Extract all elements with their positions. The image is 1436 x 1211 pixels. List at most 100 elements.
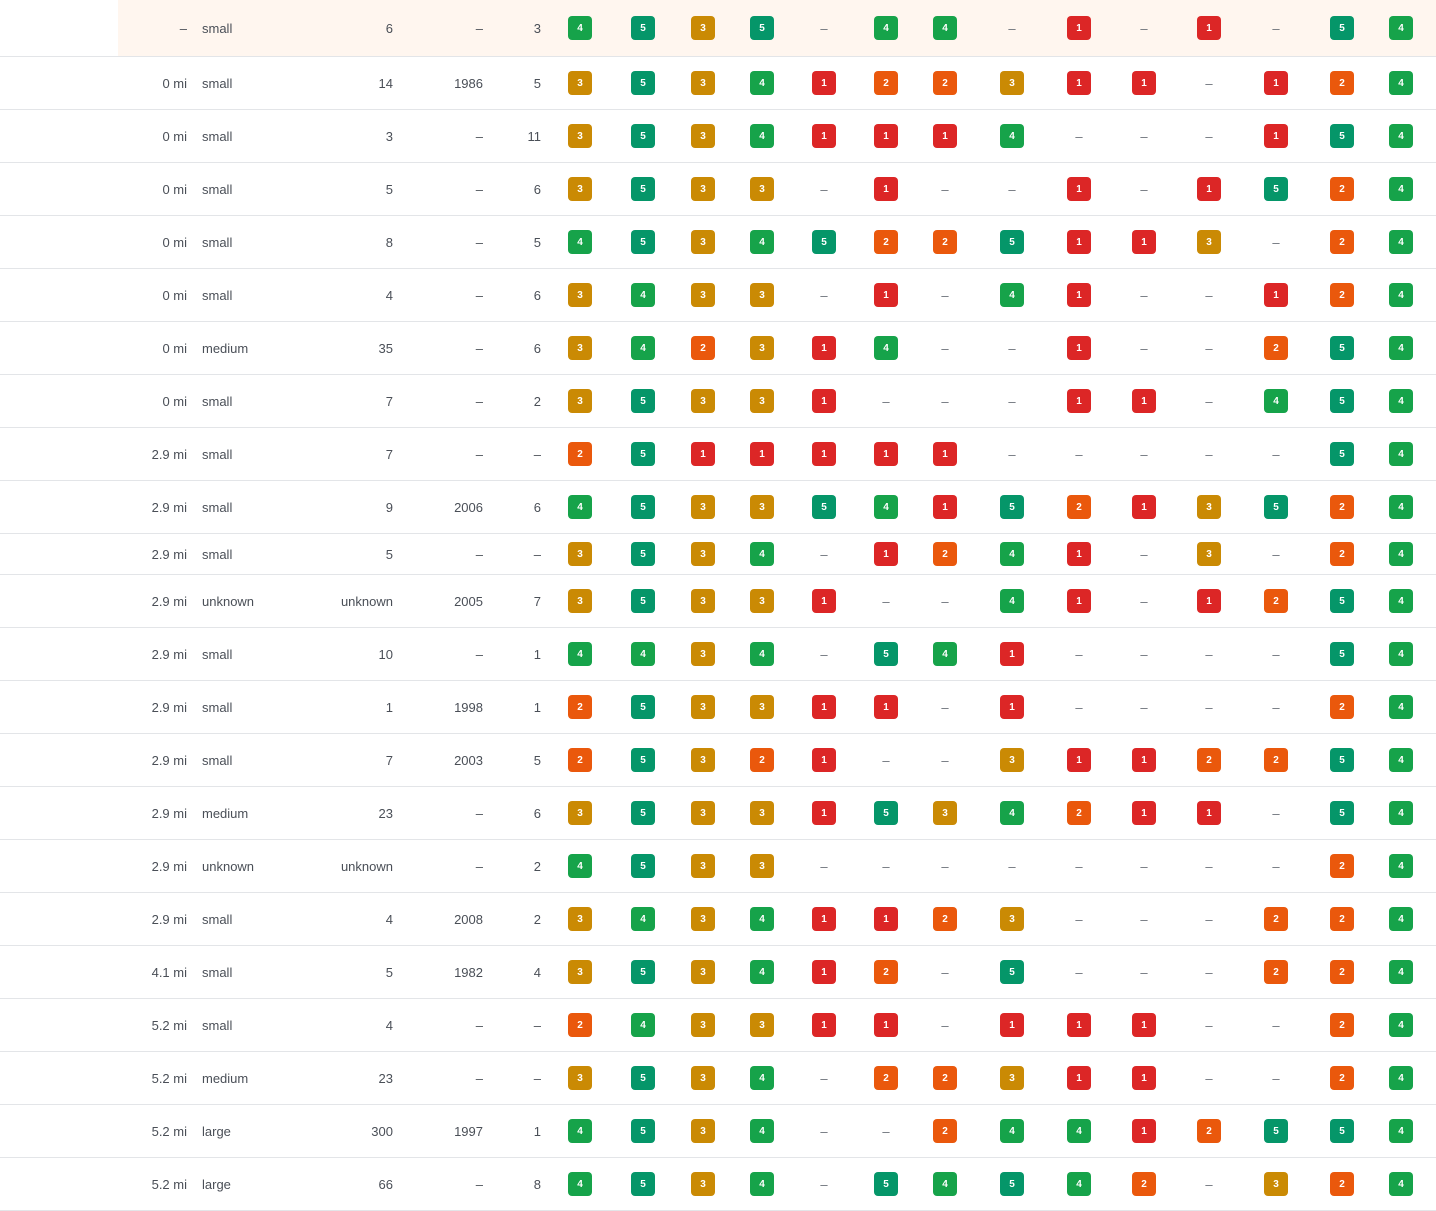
score-badge: 1 — [874, 177, 898, 201]
year-founded-cell: – — [475, 287, 483, 303]
empty-score: – — [1205, 75, 1213, 91]
score-cell: 2 — [564, 999, 596, 1051]
table-row[interactable]: 5.2 mi large 300 1997 1 4 5 3 4 – – 2 4 4 1 2 5 5 4 — [0, 1105, 1436, 1158]
score-badge: 1 — [1067, 336, 1091, 360]
score-cell: 2 — [1063, 787, 1095, 839]
score-cell: 3 — [746, 163, 778, 215]
score-cell: – — [929, 681, 961, 733]
size-cell: small — [202, 546, 233, 562]
distance-cell: 2.9 mi — [151, 499, 187, 515]
employee-count-cell: 14 — [378, 75, 393, 91]
distance-cell: 2.9 mi — [151, 858, 187, 874]
score-cell: 2 — [1326, 534, 1358, 574]
table-row[interactable]: 4.1 mi small 5 1982 4 3 5 3 4 1 2 – 5 – – – 2 2 4 — [0, 946, 1436, 999]
score-badge: 5 — [1330, 1119, 1354, 1143]
count-cell: 11 — [527, 128, 542, 144]
score-cell: 2 — [1260, 734, 1292, 786]
table-row[interactable]: 0 mi small 4 – 6 3 4 3 3 – 1 – 4 1 – – 1 2 4 — [0, 269, 1436, 322]
table-row[interactable]: 2.9 mi unknown unknown 2005 7 3 5 3 3 1 – – 4 1 – 1 2 5 4 — [0, 575, 1436, 628]
score-cell: 1 — [996, 628, 1028, 680]
table-row[interactable]: 2.9 mi unknown unknown – 2 4 5 3 3 – – – – – – – – 2 4 — [0, 840, 1436, 893]
table-row[interactable]: 2.9 mi small 10 – 1 4 4 3 4 – 5 4 1 – – – – 5 4 — [0, 628, 1436, 681]
score-cell: 4 — [746, 1105, 778, 1157]
score-badge: 4 — [1389, 495, 1413, 519]
employee-count-cell: 23 — [378, 1070, 393, 1086]
table-row[interactable]: 0 mi small 8 – 5 4 5 3 4 5 2 2 5 1 1 3 – 2 4 — [0, 216, 1436, 269]
count-cell: – — [533, 1017, 541, 1033]
score-badge: 3 — [750, 801, 774, 825]
score-cell: 4 — [564, 1158, 596, 1210]
score-badge: 1 — [1132, 1013, 1156, 1037]
table-row[interactable]: 0 mi small 14 1986 5 3 5 3 4 1 2 2 3 1 1 – 1 2 4 — [0, 57, 1436, 110]
table-row-selected[interactable]: – small 6–3 4 5 3 5–4 4–1–1–5 4 — [0, 0, 1436, 57]
score-cell: – — [1193, 1052, 1225, 1104]
score-badge: 5 — [631, 1066, 655, 1090]
score-cell: 3 — [687, 216, 719, 268]
score-cell: 2 — [870, 946, 902, 998]
score-cell: 5 — [627, 534, 659, 574]
score-badge: 5 — [750, 16, 774, 40]
table-row[interactable]: 2.9 mi small 7 2003 5 2 5 3 2 1 – – 3 1 1 2 2 5 4 — [0, 734, 1436, 787]
score-cell: 4 — [929, 0, 961, 56]
score-badge: 3 — [750, 695, 774, 719]
score-cell: – — [808, 1158, 840, 1210]
score-cell: – — [929, 322, 961, 374]
score-badge: 1 — [812, 748, 836, 772]
empty-score: – — [1075, 858, 1083, 874]
table-row[interactable]: 2.9 mi small 1 1998 1 2 5 3 3 1 1 – 1 – – – – 2 4 — [0, 681, 1436, 734]
score-cell: 2 — [929, 534, 961, 574]
table-row[interactable]: 2.9 mi small 5 – – 3 5 3 4 – 1 2 4 1 – 3 – 2 4 — [0, 534, 1436, 575]
score-cell: – — [870, 840, 902, 892]
empty-score: – — [1008, 20, 1016, 36]
score-cell: 1 — [870, 534, 902, 574]
score-badge: 4 — [568, 1172, 592, 1196]
score-badge: 4 — [1389, 801, 1413, 825]
score-cell: – — [870, 375, 902, 427]
table-row[interactable]: 5.2 mi medium 23– –3 5 3 4–2 2 3 1 1– –2 4 — [0, 1052, 1436, 1105]
year-founded-cell: – — [475, 446, 483, 462]
score-badge: 4 — [1389, 1066, 1413, 1090]
score-cell: 1 — [808, 428, 840, 480]
table-row[interactable]: 2.9 mi small 7 – – 2 5 1 1 1 1 1 – – – – – 5 4 — [0, 428, 1436, 481]
table-row[interactable]: 5.2 mi large 66 – 8 4 5 3 4 – 5 4 5 4 2 – 3 2 4 — [0, 1158, 1436, 1211]
empty-score: – — [941, 181, 949, 197]
empty-score: – — [941, 964, 949, 980]
distance-cell: – — [179, 20, 187, 36]
score-cell: 5 — [1326, 428, 1358, 480]
score-cell: – — [808, 163, 840, 215]
score-badge: 5 — [874, 1172, 898, 1196]
score-cell: 3 — [687, 893, 719, 945]
score-cell: 3 — [687, 734, 719, 786]
score-badge: 2 — [933, 542, 957, 566]
table-row[interactable]: 0 mi small 7 – 2 3 5 3 3 1 – – – 1 1 – 4 5 4 — [0, 375, 1436, 428]
score-cell: 2 — [1260, 893, 1292, 945]
score-cell: 1 — [1063, 534, 1095, 574]
table-row[interactable]: 0 mi medium 35 – 6 3 4 2 3 1 4 – – 1 – – 2 5 4 — [0, 322, 1436, 375]
score-badge: 4 — [750, 907, 774, 931]
empty-score: – — [1075, 128, 1083, 144]
table-row[interactable]: 5.2 mi small 4 – – 2 4 3 3 1 1 – 1 1 1 – – 2 4 — [0, 999, 1436, 1052]
table-row[interactable]: 2.9 mi small 4 2008 2 3 4 3 4 1 1 2 3 – – – 2 2 4 — [0, 893, 1436, 946]
score-badge: 4 — [1000, 542, 1024, 566]
score-cell: 1 — [1063, 999, 1095, 1051]
empty-score: – — [941, 287, 949, 303]
score-cell: 1 — [808, 575, 840, 627]
score-badge: 4 — [750, 542, 774, 566]
table-row[interactable]: 2.9 mi small 9 2006 6 4 5 3 3 5 4 1 5 2 1 3 5 2 4 — [0, 481, 1436, 534]
empty-score: – — [820, 287, 828, 303]
score-badge: 5 — [1330, 642, 1354, 666]
table-row[interactable]: 0 mi small 3–11 3 5 3 4 1 1 1 4– – –1 5 4 — [0, 110, 1436, 163]
score-cell: 1 — [870, 428, 902, 480]
score-badge: 3 — [1000, 1066, 1024, 1090]
table-row[interactable]: 0 mi small 5 – 6 3 5 3 3 – 1 – – 1 – 1 5 2 4 — [0, 163, 1436, 216]
score-badge: 5 — [631, 589, 655, 613]
score-badge: 1 — [933, 124, 957, 148]
score-badge: 2 — [1264, 960, 1288, 984]
distance-cell: 5.2 mi — [151, 1070, 187, 1086]
count-cell: 6 — [533, 805, 541, 821]
score-badge: 4 — [1389, 230, 1413, 254]
score-badge: 2 — [1067, 801, 1091, 825]
empty-score: – — [1140, 181, 1148, 197]
table-row[interactable]: 2.9 mi medium 23 – 6 3 5 3 3 1 5 3 4 2 1 1 – 5 4 — [0, 787, 1436, 840]
score-cell: 3 — [687, 840, 719, 892]
